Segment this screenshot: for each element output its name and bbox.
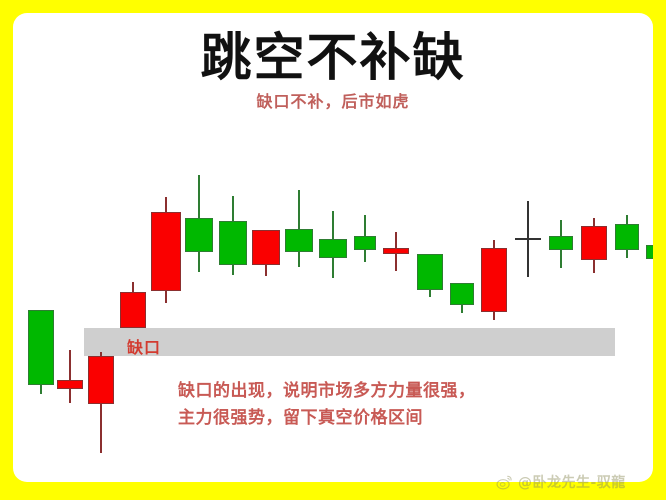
candle-body xyxy=(615,224,639,250)
explanation-note: 缺口的出现，说明市场多方力量很强， 主力很强势，留下真空价格区间 xyxy=(178,378,476,432)
gap-zone-band xyxy=(84,328,615,356)
candlestick-6 xyxy=(185,175,213,272)
candlestick-chart: 缺口 xyxy=(13,13,653,482)
candle-wick xyxy=(298,190,300,267)
weibo-handle: @卧龙先生-驭龍 xyxy=(518,475,626,491)
candle-body xyxy=(646,245,653,259)
candle-body xyxy=(57,380,83,389)
candlestick-8 xyxy=(252,230,280,276)
gap-zone-label: 缺口 xyxy=(127,338,162,357)
candle-body xyxy=(285,229,313,252)
candlestick-18 xyxy=(581,218,607,273)
weibo-icon xyxy=(496,474,513,491)
candle-body xyxy=(151,212,181,291)
weibo-watermark: @卧龙先生-驭龍 xyxy=(496,470,626,494)
candlestick-12 xyxy=(383,232,409,271)
candlestick-15 xyxy=(481,240,507,320)
poster-card: 跳空不补缺 缺口不补，后市如虎 缺口 缺口的出现，说明市场多方力量很强， 主力很… xyxy=(13,13,653,482)
candlestick-13 xyxy=(417,254,443,297)
candle-body xyxy=(219,221,247,265)
candlestick-5 xyxy=(151,197,181,303)
candle-body xyxy=(28,310,54,385)
page-title: 跳空不补缺 xyxy=(200,28,466,88)
candlestick-14 xyxy=(450,283,474,313)
candlestick-17 xyxy=(549,220,573,268)
candlestick-16 xyxy=(515,201,541,277)
explanation-note-line2: 主力很强势，留下真空价格区间 xyxy=(178,408,423,428)
candle-body xyxy=(354,236,376,250)
candle-body xyxy=(319,239,347,258)
candle-body xyxy=(383,248,409,254)
explanation-note-line1: 缺口的出现，说明市场多方力量很强， xyxy=(178,381,476,401)
candlestick-7 xyxy=(219,196,247,275)
candlestick-3 xyxy=(88,352,114,453)
candle-body xyxy=(120,292,146,328)
candle-wick xyxy=(69,350,71,403)
candlestick-2 xyxy=(57,350,83,403)
candlestick-20 xyxy=(646,215,653,278)
candle-body xyxy=(515,238,541,240)
candlestick-11 xyxy=(354,215,376,262)
candlestick-1 xyxy=(28,310,54,394)
candlestick-10 xyxy=(319,211,347,278)
candle-body xyxy=(185,218,213,252)
candle-body xyxy=(549,236,573,250)
candle-body xyxy=(581,226,607,260)
candle-body xyxy=(252,230,280,265)
candle-body xyxy=(88,356,114,404)
candle-body xyxy=(481,248,507,312)
candlestick-4 xyxy=(120,282,146,328)
page-subtitle: 缺口不补，后市如虎 xyxy=(256,92,410,111)
candle-body xyxy=(450,283,474,305)
candlestick-19 xyxy=(615,215,639,258)
candlestick-9 xyxy=(285,190,313,267)
candle-body xyxy=(417,254,443,290)
